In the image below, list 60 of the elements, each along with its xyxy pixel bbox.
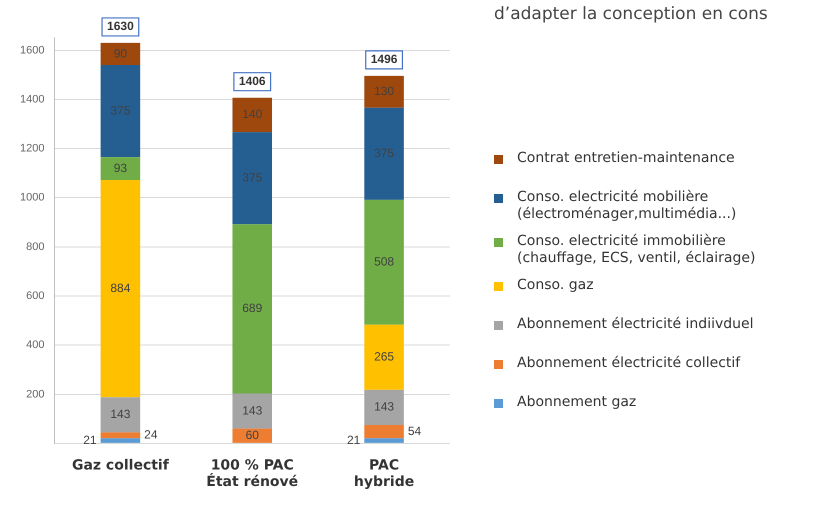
legend-label: Abonnement gaz xyxy=(517,394,636,411)
total-label: 1630 xyxy=(107,19,134,34)
data-label: 265 xyxy=(374,350,394,364)
bar xyxy=(364,76,404,108)
data-label: 21 xyxy=(83,432,97,447)
x-tick-label: 100 % PAC État rénové xyxy=(206,457,298,490)
x-tick-label: PAC hybride xyxy=(354,457,414,490)
bar xyxy=(364,200,404,325)
bar xyxy=(100,65,140,158)
data-label: 375 xyxy=(374,146,394,160)
data-label: 375 xyxy=(242,170,263,184)
data-label: 21 xyxy=(346,432,361,447)
data-label: 24 xyxy=(144,428,158,442)
data-label: 508 xyxy=(374,254,394,269)
y-tick-label: 600 xyxy=(26,290,44,302)
legend-label: Conso. electricité mobilière (électroménager,multimédia...) xyxy=(517,189,736,223)
bar xyxy=(100,432,140,438)
bar xyxy=(364,424,404,438)
data-label: 375 xyxy=(110,103,131,118)
y-tick-label: 1000 xyxy=(20,192,44,204)
y-tick-label: 400 xyxy=(26,339,44,352)
legend-label: Abonnement électricité indiivduel xyxy=(517,316,754,333)
total-label: 1406 xyxy=(238,74,266,88)
bar xyxy=(100,180,140,398)
bar xyxy=(100,42,140,66)
y-tick-label: 200 xyxy=(26,388,44,400)
y-tick-label: 1200 xyxy=(20,142,44,155)
bar xyxy=(100,397,140,432)
y-tick-label: 800 xyxy=(26,240,44,253)
bar xyxy=(232,394,272,429)
bar xyxy=(100,157,140,180)
bar xyxy=(232,98,272,132)
data-label: 143 xyxy=(110,407,131,422)
y-tick-label: 1600 xyxy=(20,44,44,56)
data-label: 140 xyxy=(242,107,263,122)
data-label: 143 xyxy=(242,403,263,418)
bar xyxy=(232,132,272,224)
bar xyxy=(232,428,272,443)
data-label: 93 xyxy=(114,160,128,175)
legend-label: Conso. electricité immobilière (chauffage, ECS, ventil, éclairage) xyxy=(517,233,756,267)
legend-label: Contrat entretien-maintenance xyxy=(517,150,735,167)
bar xyxy=(364,390,404,425)
bar xyxy=(232,224,272,394)
total-label: 1496 xyxy=(370,52,398,66)
text: d’adapter la conception en cons xyxy=(494,4,768,24)
data-label: 689 xyxy=(242,301,263,316)
data-label: 143 xyxy=(374,400,394,414)
bar xyxy=(364,108,404,200)
bar xyxy=(364,438,404,443)
y-tick-label: 1400 xyxy=(20,93,44,106)
bar xyxy=(364,324,404,390)
legend-label: Abonnement électricité collectif xyxy=(517,355,740,372)
bar xyxy=(100,438,140,443)
data-label: 60 xyxy=(246,428,260,442)
x-tick-label: Gaz collectif xyxy=(72,457,170,474)
data-label: 54 xyxy=(408,424,422,438)
data-label: 130 xyxy=(374,84,394,98)
legend-label: Conso. gaz xyxy=(517,277,594,294)
data-label: 90 xyxy=(114,46,128,60)
data-label: 884 xyxy=(110,280,131,295)
